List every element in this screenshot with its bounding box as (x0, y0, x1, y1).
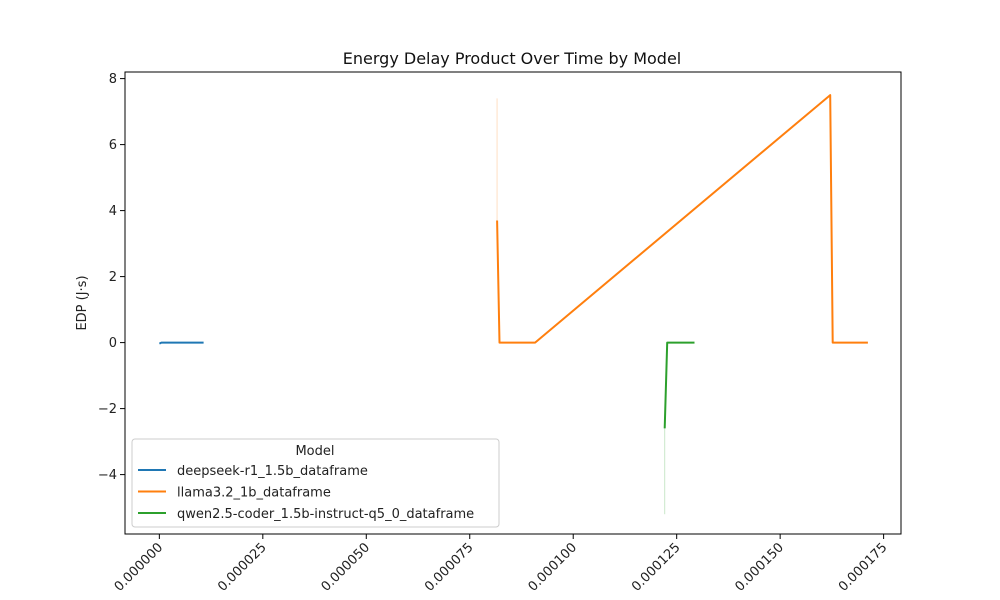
legend-entries: deepseek-r1_1.5b_dataframe llama3.2_1b_da… (138, 464, 474, 522)
x-tick-label: 0.000100 (526, 540, 580, 594)
x-tick-label: 0.000025 (215, 540, 269, 594)
y-tick-label: 6 (109, 138, 117, 153)
y-tick-label: 0 (109, 336, 117, 351)
y-axis-title: EDP (J·s) (75, 275, 90, 330)
legend: Model deepseek-r1_1.5b_dataframe llama3.2… (131, 438, 500, 528)
legend-entry-label: qwen2.5-coder_1.5b-instruct-q5_0_datafra… (177, 507, 474, 522)
x-tick-label: 0.000125 (629, 540, 683, 594)
plot-area (124, 71, 902, 535)
y-axis: −4 −2 0 2 4 6 8 (98, 72, 125, 483)
x-tick-label: 0.000150 (733, 540, 787, 594)
series-line-0 (158, 341, 204, 345)
legend-entry-label: deepseek-r1_1.5b_dataframe (177, 464, 368, 479)
series-layer (158, 94, 868, 515)
axes-frame (124, 71, 902, 535)
y-tick-label: −2 (98, 402, 117, 417)
x-tick-label: 0.000050 (319, 540, 373, 594)
series-line-2 (663, 341, 695, 429)
x-tick-label: 0.000075 (422, 540, 476, 594)
x-tick-label: 0.000000 (112, 540, 166, 594)
chart-title: Energy Delay Product Over Time by Model (343, 49, 681, 68)
series-line-1 (496, 94, 868, 344)
x-axis: 0.000000 0.000025 0.000050 0.000075 0.000100… (112, 534, 890, 595)
y-tick-label: 8 (109, 72, 117, 87)
y-tick-label: −4 (98, 468, 117, 483)
y-tick-label: 4 (109, 204, 117, 219)
legend-title: Model (295, 444, 334, 459)
x-tick-label: 0.000175 (836, 540, 890, 594)
legend-entry-label: llama3.2_1b_dataframe (177, 486, 331, 501)
legend-box (131, 438, 500, 528)
y-tick-label: 2 (109, 270, 117, 285)
